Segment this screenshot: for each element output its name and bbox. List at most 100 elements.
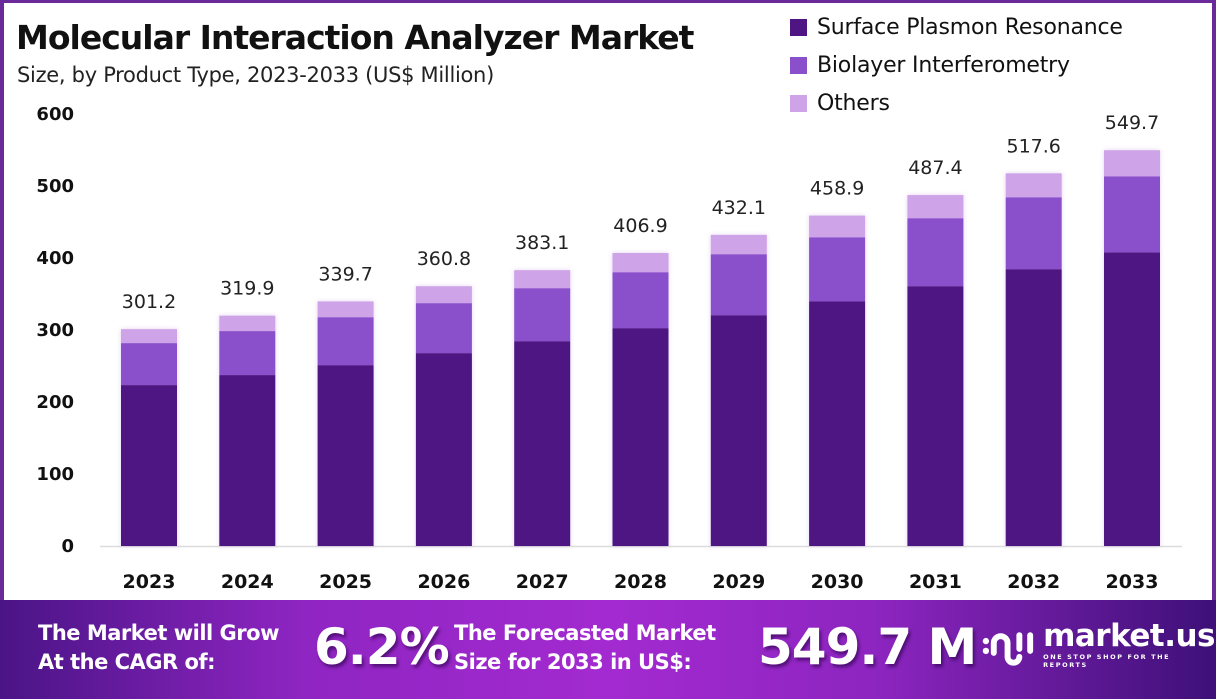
- bar-segment-biolayer-interferometry: [121, 343, 177, 386]
- total-data-label: 432.1: [712, 197, 766, 219]
- bar-segment-biolayer-interferometry: [1104, 176, 1160, 253]
- bar-stack-2025: [317, 301, 374, 546]
- data-labels: 301.2 319.9 339.7 360.8 383.1 406.9 432.1 458.9…: [122, 112, 1159, 313]
- x-tick-label: 2027: [516, 571, 569, 593]
- bar-stack-2027: [514, 270, 571, 546]
- bar-stack-2029: [710, 234, 767, 546]
- bar-segment-biolayer-interferometry: [612, 272, 669, 329]
- forecast-caption-line1: The Forecasted Market: [454, 621, 716, 645]
- bar-segment-biolayer-interferometry: [710, 254, 767, 316]
- bar-segment-others: [1104, 150, 1160, 177]
- bar-segment-biolayer-interferometry: [809, 237, 866, 302]
- x-axis: 2023 2024 2025 2026 2027 2028 2029 2030 2031 2032…: [123, 571, 1159, 593]
- legend-item-others: Others: [790, 84, 1123, 122]
- x-tick-label: 2026: [417, 571, 470, 593]
- chart-subtitle: Size, by Product Type, 2023-2033 (US$ Mi…: [17, 63, 494, 87]
- legend-swatch: [790, 94, 807, 112]
- legend-label: Others: [817, 90, 890, 116]
- chart-title: Molecular Interaction Analyzer Market: [16, 18, 694, 57]
- cagr-caption-line2: At the CAGR of:: [38, 650, 215, 674]
- total-data-label: 406.9: [613, 215, 667, 237]
- cagr-value: 6.2%: [314, 618, 450, 676]
- x-tick-label: 2024: [221, 571, 274, 593]
- legend-swatch: [790, 56, 807, 74]
- x-tick-label: 2033: [1106, 571, 1159, 593]
- x-tick-label: 2028: [614, 571, 667, 593]
- y-tick-label: 300: [36, 320, 74, 341]
- cagr-caption-line1: The Market will Grow: [38, 621, 279, 645]
- bar-segment-others: [514, 270, 571, 289]
- y-tick-label: 200: [36, 392, 74, 413]
- legend-swatch: [790, 18, 807, 36]
- legend-label: Biolayer Interferometry: [817, 52, 1070, 78]
- total-data-label: 339.7: [318, 263, 372, 285]
- bar-stack-2024: [219, 315, 276, 546]
- forecast-caption-line2: Size for 2033 in US$:: [454, 650, 692, 674]
- bar-stack-2033: [1104, 150, 1160, 547]
- cagr-caption: The Market will Grow At the CAGR of:: [38, 619, 279, 677]
- bar-segment-biolayer-interferometry: [1005, 197, 1062, 270]
- bar-segment-surface-plasmon-resonance: [612, 328, 669, 546]
- x-tick-label: 2025: [319, 571, 372, 593]
- bar-segment-others: [710, 234, 767, 255]
- y-tick-label: 600: [36, 104, 74, 125]
- bar-segment-biolayer-interferometry: [415, 303, 472, 354]
- x-tick-label: 2023: [123, 571, 176, 593]
- bar-segment-surface-plasmon-resonance: [415, 353, 472, 546]
- y-tick-label: 100: [36, 464, 74, 485]
- bar-segment-others: [415, 286, 472, 304]
- total-data-label: 487.4: [908, 157, 962, 179]
- bar-segment-surface-plasmon-resonance: [219, 375, 276, 546]
- bar-segment-surface-plasmon-resonance: [809, 301, 866, 546]
- total-data-label: 383.1: [515, 232, 569, 254]
- forecast-caption: The Forecasted Market Size for 2033 in U…: [454, 619, 716, 677]
- bar-stack-2032: [1005, 173, 1062, 546]
- bar-segment-biolayer-interferometry: [514, 288, 571, 342]
- bar-segment-surface-plasmon-resonance: [907, 286, 964, 546]
- y-tick-label: 0: [61, 536, 74, 557]
- legend-item-biolayer-interferometry: Biolayer Interferometry: [790, 46, 1123, 84]
- x-tick-label: 2029: [712, 571, 765, 593]
- bar-stack-2031: [907, 195, 964, 546]
- bar-segment-surface-plasmon-resonance: [1005, 269, 1062, 546]
- bar-segment-surface-plasmon-resonance: [710, 315, 767, 546]
- y-tick-label: 400: [36, 248, 74, 269]
- bar-segment-biolayer-interferometry: [219, 331, 276, 376]
- bar-stack-2030: [809, 215, 866, 546]
- bar-stack-2028: [612, 253, 669, 546]
- total-data-label: 517.6: [1006, 135, 1060, 157]
- total-data-label: 319.9: [220, 278, 274, 300]
- x-tick-label: 2031: [909, 571, 962, 593]
- bar-stack-2023: [121, 329, 177, 546]
- bar-segment-others: [1005, 173, 1062, 198]
- bar-segment-others: [612, 253, 669, 273]
- total-data-label: 360.8: [417, 248, 471, 270]
- legend-label: Surface Plasmon Resonance: [817, 14, 1123, 40]
- bar-segment-others: [907, 195, 964, 219]
- bar-segment-biolayer-interferometry: [907, 218, 964, 287]
- stacked-bar-chart: 0 100 200 300 400 500 600 2023 2024 2025 2026 2027…: [36, 104, 1182, 593]
- bar-segment-others: [219, 315, 276, 332]
- logo-tagline: ONE STOP SHOP FOR THE REPORTS: [1043, 653, 1171, 669]
- bar-segment-others: [317, 301, 374, 318]
- bar-segment-others: [809, 215, 866, 238]
- bar-segment-others: [121, 329, 177, 344]
- bar-segment-surface-plasmon-resonance: [317, 365, 374, 546]
- legend-item-surface-plasmon-resonance: Surface Plasmon Resonance: [790, 8, 1123, 46]
- x-tick-label: 2030: [811, 571, 864, 593]
- market-us-logo: market.us ONE STOP SHOP FOR THE REPORTS: [980, 620, 1216, 669]
- summary-banner: The Market will Grow At the CAGR of: 6.2…: [0, 600, 1216, 699]
- bar-segment-surface-plasmon-resonance: [1104, 252, 1160, 547]
- bar-segment-surface-plasmon-resonance: [121, 385, 177, 546]
- total-data-label: 549.7: [1105, 112, 1159, 134]
- bar-segment-biolayer-interferometry: [317, 317, 374, 366]
- x-tick-label: 2032: [1007, 571, 1060, 593]
- bar-segment-surface-plasmon-resonance: [514, 341, 571, 546]
- bars: [121, 150, 1160, 547]
- y-axis: 0 100 200 300 400 500 600: [36, 104, 74, 557]
- logo-name: market.us: [1043, 618, 1215, 654]
- total-data-label: 458.9: [810, 178, 864, 200]
- y-tick-label: 500: [36, 176, 74, 197]
- bar-stack-2026: [415, 286, 472, 546]
- market-us-logo-icon: [982, 631, 1034, 666]
